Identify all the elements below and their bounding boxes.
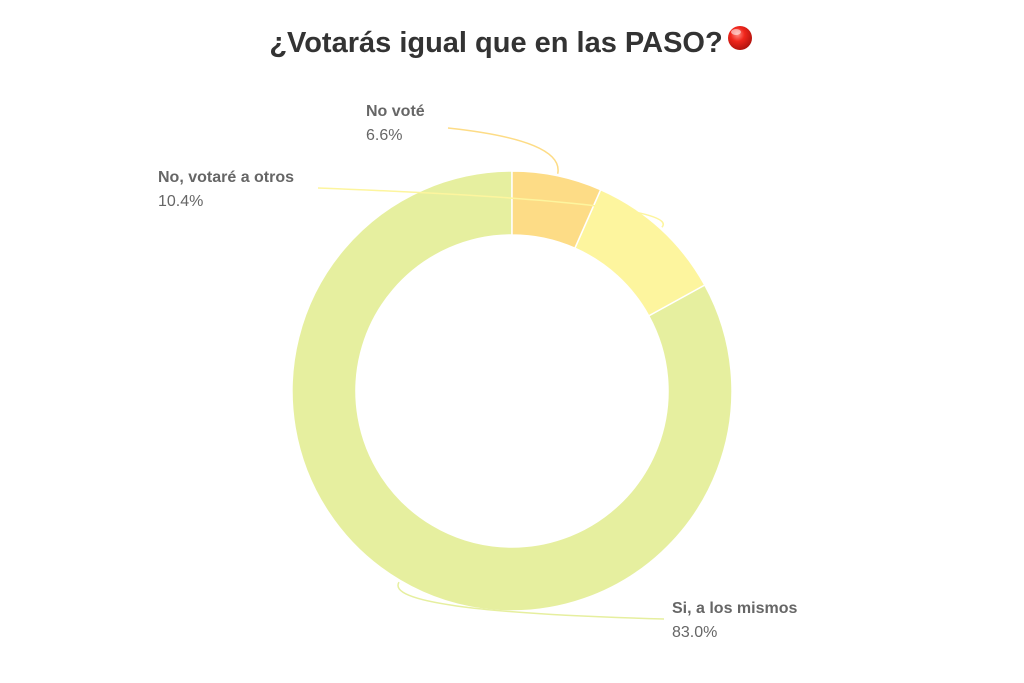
slice-label-value: 6.6% bbox=[366, 127, 402, 144]
leader-lines bbox=[317, 127, 665, 620]
donut-slice[interactable] bbox=[291, 170, 733, 612]
leader-line bbox=[317, 187, 664, 228]
slice-label-name: Si, a los mismos bbox=[672, 600, 797, 617]
chart-title-text: ¿Votarás igual que en las PASO? bbox=[269, 27, 722, 59]
slice-label-name: No voté bbox=[366, 103, 425, 120]
slice-label-value: 83.0% bbox=[672, 624, 717, 641]
leader-line bbox=[447, 127, 559, 174]
leader-line bbox=[397, 581, 665, 620]
red-circle-icon-shape bbox=[728, 26, 752, 50]
slice-label-name: No, votaré a otros bbox=[158, 169, 294, 186]
slice-label-value: 10.4% bbox=[158, 193, 203, 210]
donut-slice[interactable] bbox=[511, 170, 602, 250]
red-circle-icon bbox=[728, 26, 752, 50]
red-circle-icon-highlight bbox=[731, 29, 741, 35]
data-labels: Si, a los mismos 83.0% No, votaré a otros 1… bbox=[158, 103, 797, 641]
donut-slices bbox=[291, 170, 733, 612]
chart-title: ¿Votarás igual que en las PASO? bbox=[269, 26, 752, 59]
